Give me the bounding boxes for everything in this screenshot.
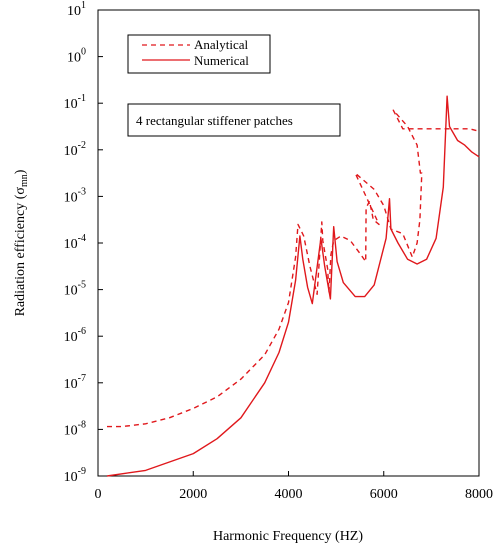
plot-area xyxy=(97,9,480,477)
y-axis-ticks: 10110010-110-210-310-410-510-610-710-810… xyxy=(64,0,103,485)
legend-box xyxy=(127,34,271,74)
y-axis-label-main: Radiation efficiency (σ xyxy=(13,187,28,317)
y-axis-label-close: ) xyxy=(13,169,28,174)
series-line-numerical xyxy=(106,95,480,477)
annotation-box xyxy=(127,103,341,137)
y-tick-exponent: 1 xyxy=(81,0,86,11)
y-axis-label-sub: mn xyxy=(19,174,30,187)
x-tick-label: 4000 xyxy=(275,487,303,502)
y-tick-label: 10-5 xyxy=(64,280,86,299)
y-tick-exponent: -2 xyxy=(78,140,86,151)
y-tick-exponent: -6 xyxy=(78,326,86,337)
y-tick-label: 101 xyxy=(67,0,86,19)
y-tick-exponent: -9 xyxy=(78,466,86,477)
y-tick-label: 10-2 xyxy=(64,140,86,159)
y-tick-base: 10 xyxy=(64,144,78,159)
legend-numerical-label: Numerical xyxy=(194,53,249,68)
y-tick-exponent: 0 xyxy=(81,47,86,58)
annotation: 4 rectangular stiffener patches xyxy=(127,103,341,137)
legend: Analytical Numerical xyxy=(127,34,271,74)
y-tick-base: 10 xyxy=(64,237,78,252)
y-tick-label: 10-8 xyxy=(64,419,86,438)
series-layer xyxy=(106,95,480,477)
y-tick-base: 10 xyxy=(64,330,78,345)
x-tick-label: 2000 xyxy=(179,487,207,502)
y-tick-base: 10 xyxy=(67,4,81,19)
y-tick-base: 10 xyxy=(67,51,81,66)
y-tick-label: 10-7 xyxy=(64,373,86,392)
y-tick-exponent: -8 xyxy=(78,419,86,430)
y-tick-base: 10 xyxy=(64,423,78,438)
y-tick-exponent: -1 xyxy=(78,93,86,104)
y-tick-label: 100 xyxy=(67,47,86,66)
y-tick-exponent: -4 xyxy=(78,233,86,244)
series-line-analytical xyxy=(107,109,480,428)
y-tick-label: 10-1 xyxy=(64,93,86,112)
y-tick-base: 10 xyxy=(64,190,78,205)
y-tick-base: 10 xyxy=(64,470,78,485)
y-tick-base: 10 xyxy=(64,377,78,392)
y-tick-label: 10-3 xyxy=(64,186,86,205)
y-tick-exponent: -5 xyxy=(78,280,86,291)
annotation-text: 4 rectangular stiffener patches xyxy=(136,113,293,128)
y-tick-base: 10 xyxy=(64,97,78,112)
y-tick-label: 10-6 xyxy=(64,326,86,345)
y-tick-label: 10-4 xyxy=(64,233,86,252)
x-axis-label: Harmonic Frequency (HZ) xyxy=(213,529,363,544)
plot-frame xyxy=(97,9,480,477)
x-axis-ticks: 0 2000 4000 6000 8000 xyxy=(95,471,493,502)
y-tick-exponent: -7 xyxy=(78,373,86,384)
legend-analytical-label: Analytical xyxy=(194,37,249,52)
y-tick-label: 10-9 xyxy=(64,466,86,485)
x-tick-label: 6000 xyxy=(370,487,398,502)
y-tick-exponent: -3 xyxy=(78,186,86,197)
x-tick-label: 8000 xyxy=(465,487,493,502)
x-tick-label: 0 xyxy=(95,487,102,502)
y-tick-base: 10 xyxy=(64,284,78,299)
y-axis-label: Radiation efficiency (σmn) xyxy=(13,169,30,316)
